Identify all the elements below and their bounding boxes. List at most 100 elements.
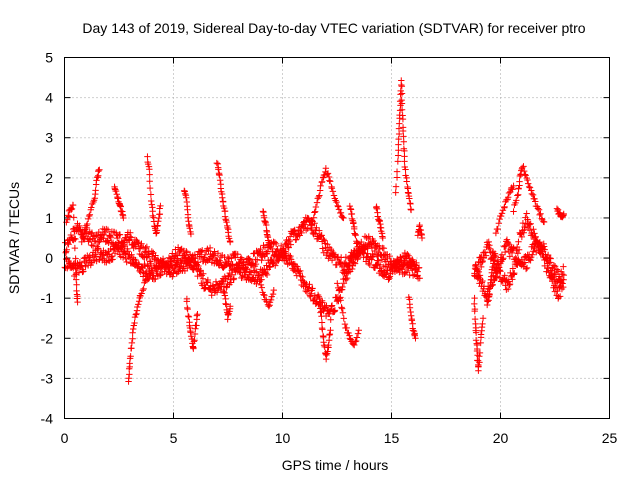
data-point [500,255,507,262]
data-point [511,260,519,268]
data-point [475,367,482,374]
data-point [406,195,413,202]
data-point [334,202,341,210]
data-point [477,331,485,338]
data-point [497,268,504,275]
data-point [492,229,500,237]
data-point [398,100,406,107]
data-point [542,255,550,263]
data-point [533,238,541,245]
data-point [221,292,229,299]
data-point [220,288,227,295]
data-point [144,262,151,269]
data-point [302,221,309,228]
data-point [506,281,513,289]
data-point [471,300,478,308]
data-point [551,269,558,277]
data-point [263,249,270,257]
data-point [401,147,408,155]
data-point [70,225,78,232]
data-point [366,261,373,269]
y-tick-label: -2 [41,330,54,346]
data-points [61,77,568,385]
data-point [494,225,501,233]
data-point [386,273,394,280]
data-point [265,239,273,246]
data-point [509,186,516,193]
data-point [108,252,116,260]
data-point [312,203,320,211]
data-point [510,208,517,215]
data-point [551,275,558,283]
data-point [184,305,191,313]
data-point [275,257,282,264]
data-point [146,266,153,274]
data-point [286,233,294,240]
data-point [318,313,325,320]
data-point [109,256,116,263]
data-point [202,284,209,291]
data-point [524,216,531,223]
data-point [268,245,276,253]
data-point [81,228,88,235]
data-point [128,339,136,347]
data-point [281,249,288,257]
data-point [316,192,323,199]
data-point [72,255,79,262]
data-point [352,338,359,345]
data-point [128,345,135,352]
data-point [559,270,566,278]
data-point [401,257,408,264]
data-point [506,280,514,288]
data-point [232,254,239,261]
data-point [399,261,406,269]
data-point [520,163,527,170]
data-point [334,253,342,261]
data-point [221,207,229,215]
data-point [130,256,138,263]
data-point [126,371,133,378]
data-point [225,235,233,242]
data-point [398,90,406,97]
data-point [373,205,381,213]
data-point [335,203,342,210]
data-point [319,326,326,333]
data-point [144,273,151,280]
data-point [253,268,260,275]
data-point [491,267,499,274]
data-point [123,258,130,266]
data-point [69,201,77,209]
data-point [407,312,415,319]
data-point [382,262,390,270]
data-point [79,234,86,241]
data-point [334,280,341,287]
data-point [514,250,522,257]
data-point [129,329,136,336]
data-point [71,244,79,252]
data-point [407,200,414,208]
data-point [504,194,512,201]
y-tick-label: -4 [41,411,54,427]
data-point [392,189,399,196]
data-point [220,204,228,212]
data-point [304,225,311,232]
data-point [515,185,522,192]
data-point [373,243,380,251]
data-point [89,242,97,250]
data-point [237,269,244,276]
data-point [338,305,346,312]
data-point [495,258,502,265]
data-point [152,230,160,237]
data-point [416,275,423,282]
data-point [191,337,198,344]
data-point [328,302,336,309]
data-point [187,230,195,238]
data-point [196,268,203,275]
data-point [302,226,310,234]
data-point [504,285,512,293]
data-point [185,313,193,321]
y-axis-label: SDTVAR / TECUs [6,182,22,294]
data-point [350,220,357,227]
data-point [155,218,162,225]
